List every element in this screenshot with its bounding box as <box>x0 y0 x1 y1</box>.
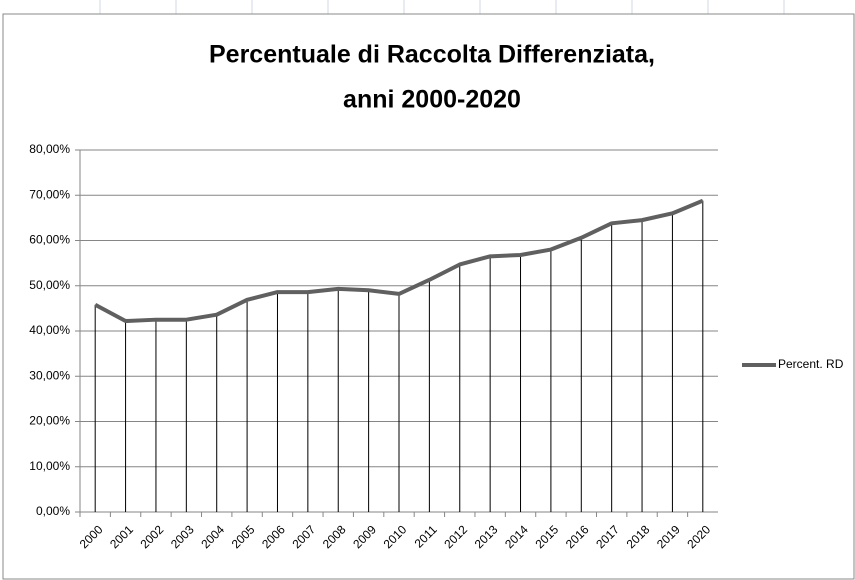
y-tick-label: 10,00% <box>29 459 70 473</box>
y-tick-label: 70,00% <box>29 187 70 201</box>
y-tick-label: 20,00% <box>29 414 70 428</box>
chart-title: anni 2000-2020 <box>343 86 521 114</box>
y-tick-label: 80,00% <box>29 142 70 156</box>
chart-area <box>2 13 855 580</box>
chart-title: Percentuale di Raccolta Differenziata, <box>209 41 655 69</box>
y-tick-label: 60,00% <box>29 233 70 247</box>
y-tick-label: 0,00% <box>36 504 70 518</box>
legend-label: Percent. RD <box>778 357 844 371</box>
y-tick-label: 50,00% <box>29 278 70 292</box>
spreadsheet-grid <box>99 0 785 14</box>
data-line <box>94 198 704 324</box>
y-tick-label: 40,00% <box>29 323 70 337</box>
y-tick-label: 30,00% <box>29 368 70 382</box>
